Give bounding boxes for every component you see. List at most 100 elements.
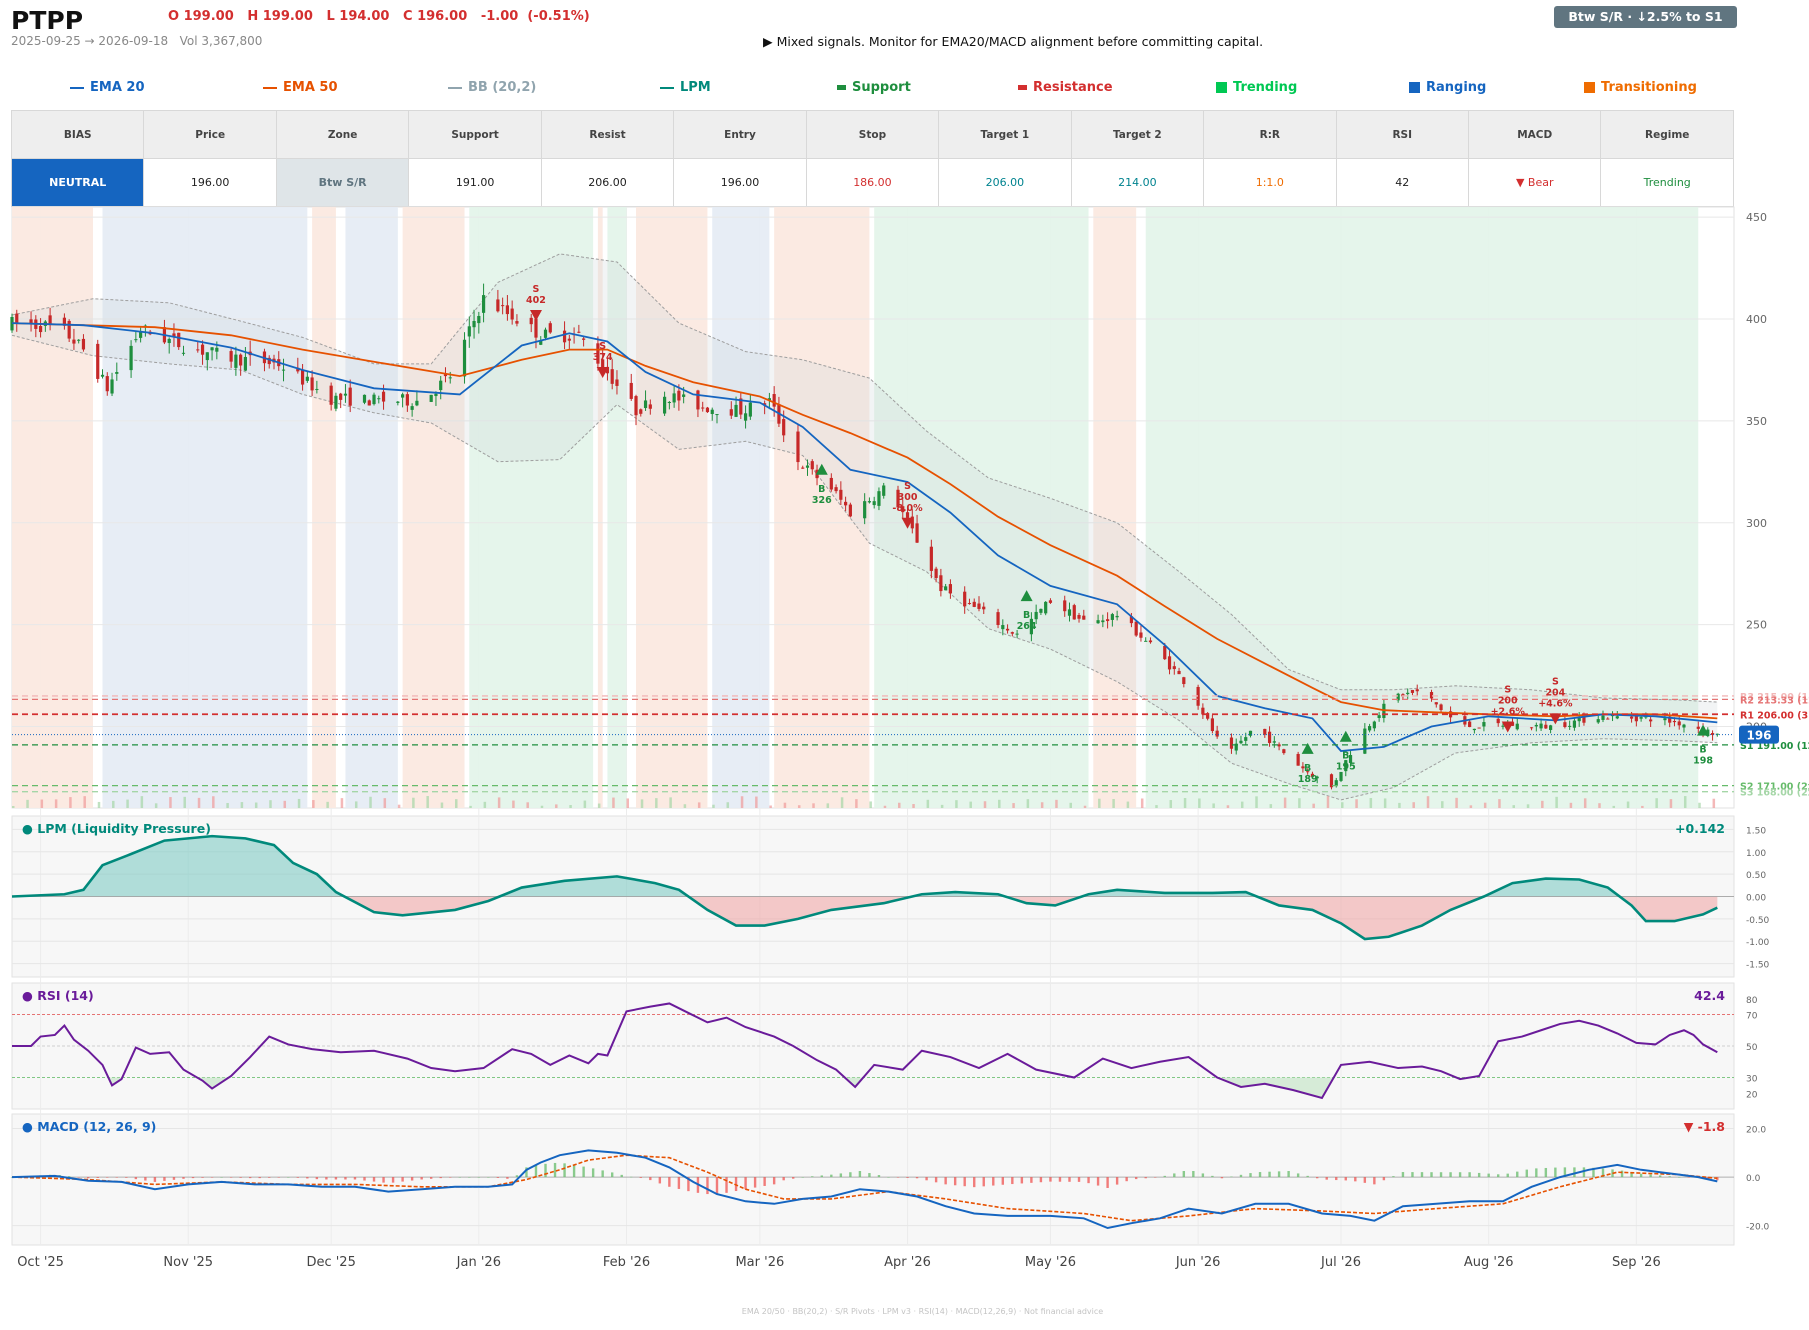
volume-bar [655, 798, 658, 808]
regime-band-ranging [102, 207, 308, 808]
volume-bar [612, 797, 615, 808]
macd-histogram-bar [687, 1177, 690, 1192]
rsi-tick-label: 30 [1746, 1075, 1758, 1085]
candle-body [1239, 740, 1243, 744]
macd-histogram-bar [1030, 1177, 1033, 1183]
candle-body [1329, 774, 1334, 788]
macd-histogram-bar [772, 1177, 776, 1185]
candle-body [1472, 728, 1476, 731]
volume-bar [869, 801, 872, 808]
macd-histogram-bar [1315, 1177, 1319, 1179]
candle-body [1072, 605, 1076, 620]
support-level-label: S3 168.00 (2x) [1740, 788, 1809, 799]
candle-body [648, 404, 652, 409]
candle-body [105, 376, 109, 392]
candle-body [667, 402, 671, 404]
signal-label: B [1699, 745, 1706, 756]
candle-body [643, 400, 648, 409]
volume-bar [1155, 805, 1158, 808]
macd-histogram-bar [515, 1175, 519, 1178]
volume-bar [1026, 799, 1030, 808]
candle-body [1110, 614, 1114, 620]
price-chart[interactable]: 200 250 300 350 400 450 R3 215.00 (11x)R2 213.… [0, 205, 1809, 1305]
macd-line [11, 1149, 1718, 1230]
last-price-label: 196 [1746, 729, 1771, 743]
macd-histogram-bar [992, 1177, 995, 1186]
volume-bar [926, 799, 930, 808]
macd-histogram-bar [1658, 1175, 1662, 1178]
macd-value-label: ▼ -1.8 [1684, 1119, 1725, 1134]
bollinger-upper-line [11, 253, 1718, 703]
rsi-tick-label: 70 [1746, 1012, 1758, 1022]
col-header-rsi: RSI [1335, 110, 1469, 159]
macd-histogram-bar [1592, 1167, 1595, 1178]
candle-body [1272, 741, 1276, 743]
candle-body [534, 318, 538, 338]
last-price-tag [1739, 725, 1779, 744]
macd-histogram-bar [591, 1168, 595, 1178]
macd-histogram-bar [1239, 1174, 1243, 1178]
signal-label: 264 [1017, 621, 1037, 632]
candle-body [1177, 670, 1181, 675]
candle-body [872, 501, 876, 506]
macd-histogram-bar [1134, 1177, 1138, 1180]
candle-body [1629, 716, 1634, 719]
volume-bar [1426, 796, 1430, 808]
macd-histogram-bar [1639, 1173, 1643, 1178]
candle-body [339, 393, 343, 400]
macd-histogram-bar [268, 1177, 271, 1178]
sell-signal-marker [596, 367, 609, 379]
volume-bar [1240, 801, 1244, 808]
ohlc-readout: O 199.00 H 199.00 L 194.00 C 196.00 -1.0… [168, 9, 590, 24]
macd-histogram-bar [1001, 1177, 1005, 1185]
macd-histogram-bar [1296, 1173, 1300, 1178]
candle-body [639, 409, 643, 414]
macd-histogram-bar [1220, 1177, 1224, 1179]
candle-body [1434, 702, 1438, 705]
col-header-regime: Regime [1600, 110, 1734, 159]
macd-histogram-bar [287, 1177, 290, 1178]
macd-histogram-bar [229, 1177, 233, 1178]
volume-bar [755, 796, 758, 808]
macd-histogram-bar [1449, 1172, 1452, 1178]
lpm-tick-label: 1.50 [1746, 826, 1766, 836]
candle-body [1039, 608, 1043, 613]
cell-target-1: 206.00 [938, 158, 1072, 207]
candle-body [96, 343, 100, 379]
candle-body [1234, 743, 1238, 751]
volume-bar [26, 799, 29, 808]
candle-body [1067, 609, 1072, 616]
volume-bar [683, 804, 687, 808]
volume-bar [697, 802, 701, 808]
sell-signal-marker [901, 517, 914, 529]
lpm-line [11, 834, 1718, 941]
price-tick-label: 350 [1746, 415, 1767, 428]
candle-body [239, 354, 243, 366]
candle-body [1134, 621, 1138, 636]
candle-body [1101, 620, 1105, 623]
candle-body [1096, 620, 1100, 624]
volume-bar [455, 799, 458, 808]
candle-body [1406, 692, 1410, 695]
macd-histogram-bar [1249, 1173, 1252, 1178]
candle-body [729, 409, 733, 416]
candle-body [77, 339, 81, 341]
candle-body [1182, 677, 1186, 685]
macd-histogram-bar [1420, 1172, 1424, 1178]
candle-body [1672, 720, 1677, 723]
macd-histogram-bar [506, 1177, 509, 1179]
candle-body [1529, 727, 1534, 729]
regime-band-transitioning [402, 207, 465, 808]
legend-label: EMA 50 [283, 80, 338, 95]
volume-bar [1183, 798, 1187, 808]
candle-body [1348, 755, 1353, 763]
signal-label: S [1552, 676, 1559, 687]
candle-body [381, 391, 386, 402]
macd-histogram-bar [382, 1177, 385, 1183]
candle-body [634, 396, 638, 416]
signal-message: ▶ Mixed signals. Monitor for EMA20/MACD … [763, 34, 1264, 49]
candle-body [715, 414, 719, 416]
candle-body [1668, 716, 1672, 723]
volume-bar [797, 805, 801, 808]
candle-body [1339, 771, 1343, 781]
